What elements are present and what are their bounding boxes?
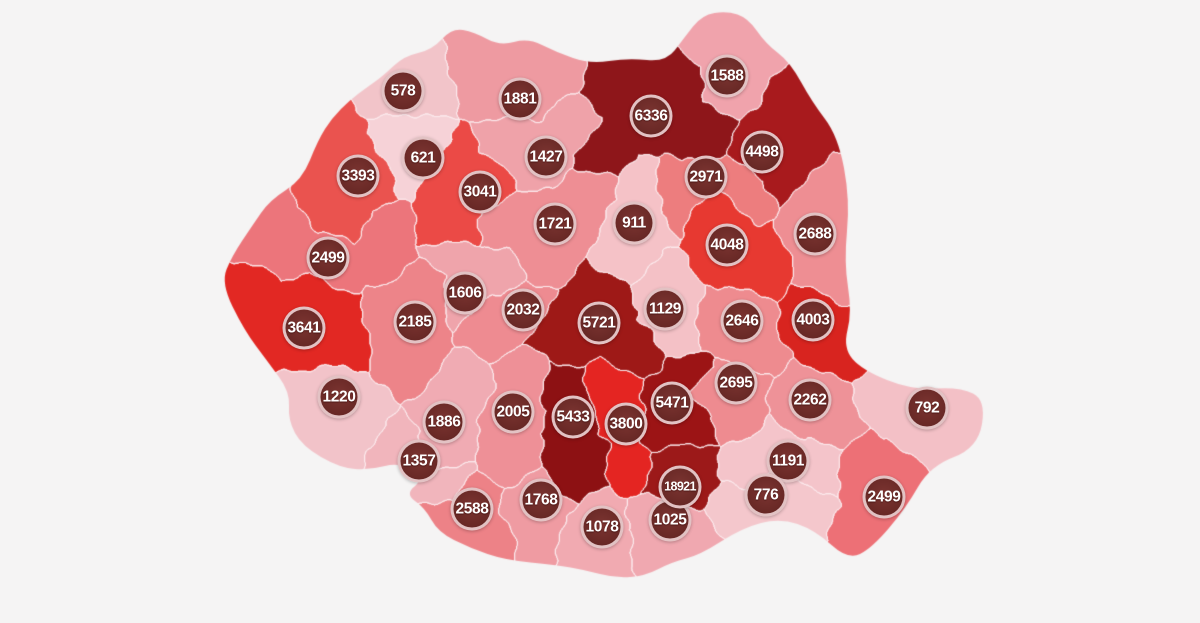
county-badge-galati: 4003 (791, 298, 835, 342)
county-badge-hunedoara: 2185 (393, 300, 437, 344)
county-badge-constanta: 2499 (862, 475, 906, 519)
county-badge-satu-mare: 578 (381, 69, 425, 113)
county-badge-gorj: 1886 (422, 400, 466, 444)
county-badge-arges: 5433 (551, 395, 595, 439)
county-badge-cluj: 3041 (458, 170, 502, 214)
county-badge-dolj: 2588 (450, 487, 494, 531)
county-badge-sibiu: 2032 (501, 288, 545, 332)
county-badge-bistrita-nasaud: 1427 (524, 135, 568, 179)
county-badge-braila: 2262 (788, 378, 832, 422)
county-badge-mures: 1721 (533, 202, 577, 246)
county-badge-maramures: 1881 (498, 77, 542, 121)
county-badge-arad: 2499 (306, 236, 350, 280)
county-badge-buzau: 2695 (714, 361, 758, 405)
county-badge-vrancea: 2646 (720, 299, 764, 343)
county-badge-neamt: 2971 (684, 155, 728, 199)
county-badge-bacau: 4048 (705, 223, 749, 267)
county-badge-brasov: 5721 (577, 301, 621, 345)
county-badge-iasi: 4498 (740, 130, 784, 174)
county-badge-bihor: 3393 (336, 154, 380, 198)
county-badge-suceava: 6336 (629, 94, 673, 138)
county-badge-tulcea: 792 (905, 386, 949, 430)
county-badge-harghita: 911 (612, 201, 656, 245)
county-badge-prahova: 5471 (650, 381, 694, 425)
county-badge-teleorman: 1078 (580, 505, 624, 549)
county-badge-vaslui: 2688 (793, 212, 837, 256)
county-badge-caras-severin: 1220 (317, 375, 361, 419)
county-badge-botosani: 1588 (705, 54, 749, 98)
county-badge-mehedinti: 1357 (397, 439, 441, 483)
county-badge-alba: 1606 (443, 271, 487, 315)
county-badge-olt: 1768 (519, 478, 563, 522)
county-badge-covasna: 1129 (643, 287, 687, 331)
county-badge-dambovita: 3800 (604, 402, 648, 446)
county-badge-timis: 3641 (282, 306, 326, 350)
county-badge-valcea: 2005 (491, 390, 535, 434)
county-badge-salaj: 621 (401, 136, 445, 180)
county-badge-calarasi: 776 (744, 473, 788, 517)
county-badge-bucuresti-ilfov: 18921 (658, 465, 702, 509)
